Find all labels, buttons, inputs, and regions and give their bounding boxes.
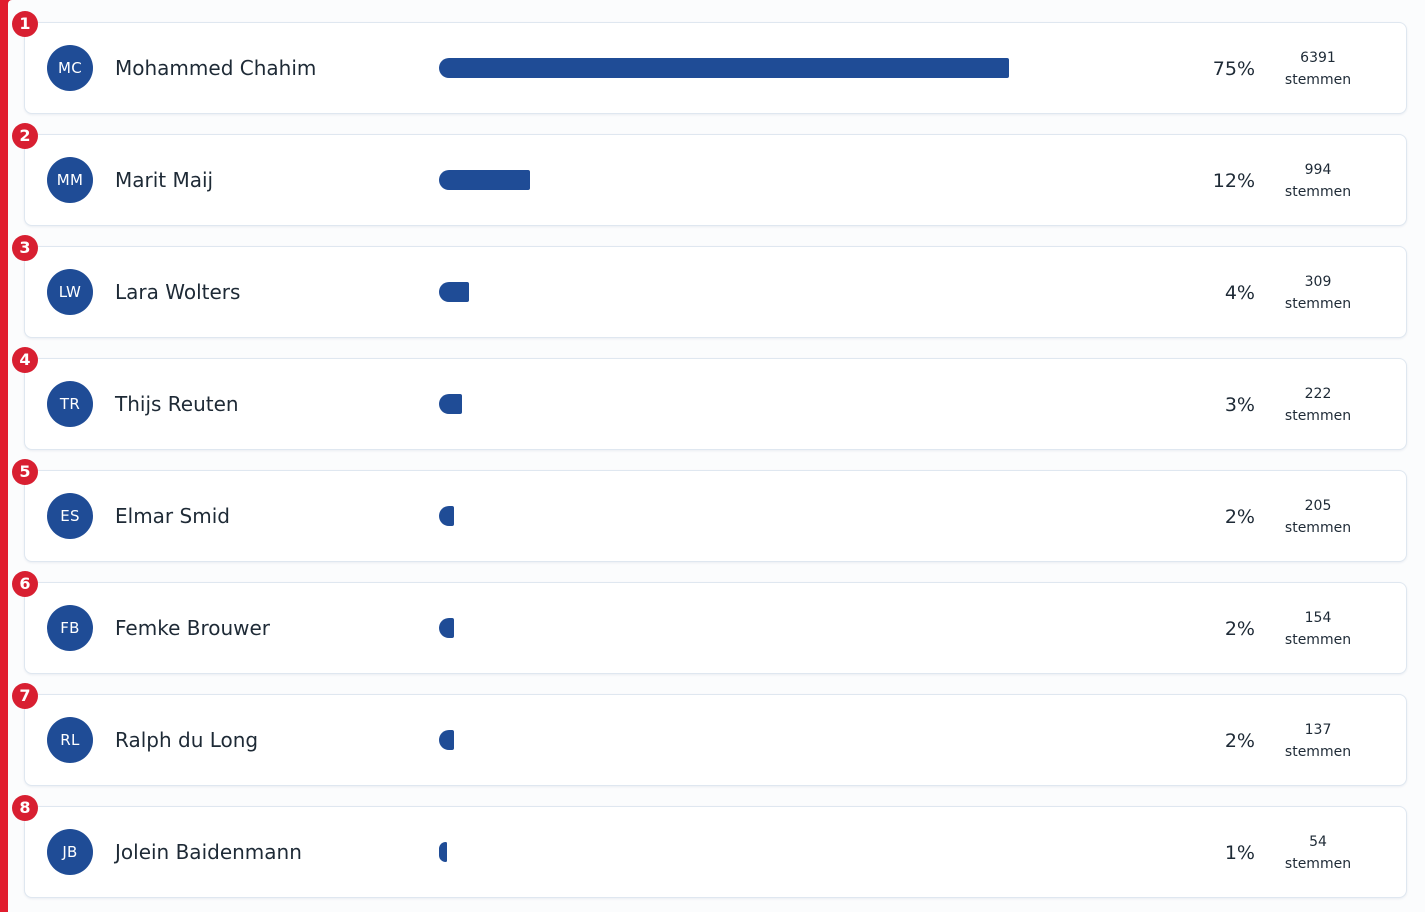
- vote-percentage: 2%: [1224, 730, 1255, 752]
- candidate-row: 4 TR Thijs Reuten 3% 222 stemmen: [12, 347, 1407, 450]
- candidate-name: Mohammed Chahim: [115, 56, 317, 80]
- avatar: LW: [47, 269, 93, 315]
- vote-count-label: stemmen: [1284, 296, 1352, 312]
- avatar: MM: [47, 157, 93, 203]
- vote-bar: [439, 58, 1199, 78]
- vote-bar: [439, 506, 1199, 526]
- candidate-name: Elmar Smid: [115, 504, 230, 528]
- candidate-name: Thijs Reuten: [115, 392, 239, 416]
- vote-bar: [439, 282, 1199, 302]
- vote-count: 994 stemmen: [1263, 159, 1373, 203]
- rank-badge: 7: [12, 683, 38, 709]
- vote-bar: [439, 842, 1199, 862]
- vote-count-label: stemmen: [1284, 408, 1352, 424]
- vote-percentage: 2%: [1224, 506, 1255, 528]
- candidate-name: Femke Brouwer: [115, 616, 271, 640]
- vote-count-label: stemmen: [1284, 520, 1352, 536]
- rank-badge: 3: [12, 235, 38, 261]
- vote-count-value: 222: [1304, 386, 1332, 402]
- vote-bar-fill: [439, 506, 454, 526]
- vote-count: 137 stemmen: [1263, 719, 1373, 763]
- vote-count-value: 205: [1304, 498, 1332, 514]
- vote-percentage: 75%: [1212, 58, 1255, 80]
- candidate-name: Ralph du Long: [115, 728, 259, 752]
- candidate-row: 3 LW Lara Wolters 4% 309 stemmen: [12, 235, 1407, 338]
- vote-percentage: 2%: [1224, 618, 1255, 640]
- candidate-row: 1 MC Mohammed Chahim 75% 6391 stemmen: [12, 11, 1407, 114]
- candidate-row: 7 RL Ralph du Long 2% 137 stemmen: [12, 683, 1407, 786]
- vote-count-label: stemmen: [1284, 856, 1352, 872]
- candidate-row: 6 FB Femke Brouwer 2% 154 stemmen: [12, 571, 1407, 674]
- vote-count: 222 stemmen: [1263, 383, 1373, 427]
- vote-bar-fill: [439, 842, 447, 862]
- vote-count: 205 stemmen: [1263, 495, 1373, 539]
- vote-bar: [439, 618, 1199, 638]
- vote-bar-fill: [439, 618, 454, 638]
- vote-count: 54 stemmen: [1263, 831, 1373, 875]
- vote-count-value: 137: [1304, 722, 1332, 738]
- candidate-name: Marit Maij: [115, 168, 214, 192]
- vote-count-label: stemmen: [1284, 632, 1352, 648]
- avatar: TR: [47, 381, 93, 427]
- vote-bar-fill: [439, 730, 454, 750]
- vote-count-value: 6391: [1300, 50, 1336, 66]
- rank-badge: 4: [12, 347, 38, 373]
- vote-count-label: stemmen: [1284, 744, 1352, 760]
- vote-count: 309 stemmen: [1263, 271, 1373, 315]
- vote-count-value: 154: [1304, 610, 1332, 626]
- vote-bar-fill: [439, 282, 469, 302]
- vote-bar-fill: [439, 58, 1009, 78]
- rank-badge: 1: [12, 11, 38, 37]
- vote-percentage: 4%: [1224, 282, 1255, 304]
- avatar: MC: [47, 45, 93, 91]
- vote-bar: [439, 730, 1199, 750]
- avatar: RL: [47, 717, 93, 763]
- vote-percentage: 1%: [1224, 842, 1255, 864]
- vote-bar: [439, 170, 1199, 190]
- vote-percentage: 12%: [1212, 170, 1255, 192]
- vote-count-label: stemmen: [1284, 184, 1352, 200]
- vote-count: 6391 stemmen: [1263, 47, 1373, 91]
- vote-bar: [439, 394, 1199, 414]
- vote-percentage: 3%: [1224, 394, 1255, 416]
- vote-count-label: stemmen: [1284, 72, 1352, 88]
- candidate-list: 1 MC Mohammed Chahim 75% 6391 stemmen 2 …: [8, 0, 1425, 912]
- vote-count-value: 309: [1304, 274, 1332, 290]
- results-panel: 1 MC Mohammed Chahim 75% 6391 stemmen 2 …: [8, 0, 1425, 912]
- rank-badge: 6: [12, 571, 38, 597]
- vote-count-value: 994: [1304, 162, 1332, 178]
- candidate-row: 8 JB Jolein Baidenmann 1% 54 stemmen: [12, 795, 1407, 898]
- candidate-name: Lara Wolters: [115, 280, 241, 304]
- candidate-name: Jolein Baidenmann: [115, 840, 302, 864]
- candidate-row: 2 MM Marit Maij 12% 994 stemmen: [12, 123, 1407, 226]
- vote-bar-fill: [439, 170, 530, 190]
- avatar: JB: [47, 829, 93, 875]
- rank-badge: 8: [12, 795, 38, 821]
- vote-count-value: 54: [1309, 834, 1327, 850]
- candidate-row: 5 ES Elmar Smid 2% 205 stemmen: [12, 459, 1407, 562]
- rank-badge: 5: [12, 459, 38, 485]
- vote-bar-fill: [439, 394, 462, 414]
- rank-badge: 2: [12, 123, 38, 149]
- vote-count: 154 stemmen: [1263, 607, 1373, 651]
- avatar: ES: [47, 493, 93, 539]
- avatar: FB: [47, 605, 93, 651]
